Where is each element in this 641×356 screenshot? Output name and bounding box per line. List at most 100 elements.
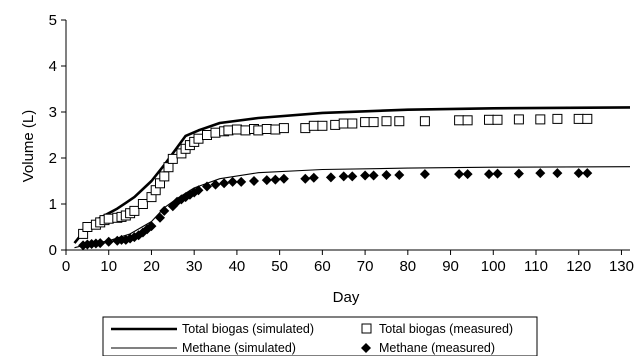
- data-point-methane-measured: [155, 212, 165, 223]
- data-point-methane-measured: [308, 172, 319, 183]
- data-point-methane-measured: [219, 178, 230, 189]
- data-point-methane-measured: [236, 176, 247, 187]
- data-point-total-biogas-measured: [394, 116, 405, 127]
- legend-marker-total-biogas-measured: [361, 323, 372, 334]
- data-point-total-biogas-measured: [300, 123, 311, 134]
- data-point-total-biogas-measured: [308, 120, 319, 131]
- data-point-methane-measured: [347, 171, 358, 182]
- data-point-methane-measured: [146, 221, 157, 232]
- axes: [65, 20, 630, 251]
- series-line-total-biogas-simulated: [73, 106, 631, 244]
- x-tick-label: 90: [442, 258, 459, 275]
- data-point-total-biogas-measured: [330, 119, 341, 130]
- data-point-methane-measured: [582, 168, 593, 179]
- data-point-total-biogas-measured: [582, 113, 593, 124]
- legend: Total biogas (simulated) Total biogas (m…: [102, 316, 538, 356]
- data-point-methane-measured: [278, 173, 289, 184]
- data-point-methane-measured: [210, 179, 221, 190]
- data-point-total-biogas-measured: [360, 117, 371, 128]
- data-point-methane-measured: [103, 236, 114, 247]
- data-point-total-biogas-measured: [202, 130, 212, 140]
- y-tick-label: 2: [49, 150, 57, 167]
- x-tick-label: 50: [271, 258, 288, 275]
- y-tick-label: 3: [49, 104, 57, 121]
- data-point-total-biogas-measured: [231, 124, 242, 135]
- data-point-methane-measured: [159, 205, 170, 216]
- x-axis-ticks: 0 10 20 30 40 50 60 70 80 90 100 110 120 130: [62, 250, 634, 275]
- data-point-total-biogas-measured: [419, 116, 430, 127]
- data-point-methane-measured: [552, 168, 563, 179]
- y-tick-label: 0: [49, 242, 57, 259]
- legend-label-methane-measured: Methane (measured): [379, 341, 495, 355]
- y-axis-ticks: 0 1 2 3 4 5: [49, 12, 66, 259]
- legend-label-total-biogas-simulated: Total biogas (simulated): [182, 322, 314, 336]
- data-point-total-biogas-measured: [103, 213, 114, 224]
- plot-area: [73, 106, 631, 251]
- data-point-total-biogas-measured: [368, 117, 379, 128]
- series-total-biogas-simulated: [73, 106, 631, 244]
- data-point-methane-measured: [454, 169, 465, 180]
- data-point-total-biogas-measured: [210, 127, 221, 138]
- x-tick-label: 40: [229, 258, 246, 275]
- data-point-methane-measured: [381, 170, 392, 181]
- data-point-total-biogas-measured: [261, 124, 272, 134]
- legend-marker-methane-measured: [361, 343, 371, 353]
- data-point-total-biogas-measured: [129, 205, 140, 216]
- data-point-methane-measured: [325, 172, 336, 183]
- data-point-total-biogas-measured: [492, 114, 503, 125]
- x-tick-label: 30: [186, 258, 203, 275]
- y-axis-title: Volume (L): [20, 110, 37, 183]
- series-methane-measured: [78, 168, 593, 251]
- data-point-total-biogas-measured: [347, 118, 358, 129]
- data-point-methane-measured: [338, 171, 349, 182]
- data-point-methane-measured: [193, 185, 204, 196]
- legend-label-methane-simulated: Methane (simulated): [182, 341, 296, 355]
- x-tick-label: 60: [314, 258, 331, 275]
- legend-box: [102, 316, 538, 356]
- data-point-total-biogas-measured: [381, 116, 392, 127]
- data-point-total-biogas-measured: [240, 125, 251, 136]
- data-point-total-biogas-measured: [513, 114, 524, 125]
- data-point-total-biogas-measured: [535, 114, 546, 125]
- x-tick-label: 110: [524, 258, 548, 275]
- data-point-methane-measured: [249, 176, 259, 186]
- x-axis-title: Day: [333, 289, 360, 306]
- y-tick-label: 1: [49, 196, 57, 213]
- data-point-methane-measured: [360, 170, 371, 181]
- data-point-total-biogas-measured: [193, 133, 204, 144]
- data-point-total-biogas-measured: [484, 114, 494, 125]
- series-total-biogas-measured: [78, 113, 593, 239]
- data-point-methane-measured: [513, 168, 524, 179]
- x-tick-label: 70: [357, 258, 374, 275]
- data-point-methane-measured: [261, 175, 272, 186]
- data-point-total-biogas-measured: [223, 125, 234, 136]
- data-point-methane-measured: [300, 173, 311, 184]
- data-point-methane-measured: [368, 170, 379, 181]
- data-point-methane-measured: [394, 170, 405, 181]
- legend-label-total-biogas-measured: Total biogas (measured): [379, 322, 513, 336]
- data-point-total-biogas-measured: [462, 115, 473, 126]
- x-tick-label: 100: [481, 258, 506, 275]
- data-point-total-biogas-measured: [82, 222, 93, 232]
- x-tick-label: 10: [100, 258, 117, 275]
- data-point-total-biogas-measured: [278, 123, 289, 134]
- data-point-total-biogas-measured: [552, 113, 563, 124]
- data-point-methane-measured: [573, 168, 584, 179]
- data-point-methane-measured: [484, 169, 494, 180]
- data-point-total-biogas-measured: [317, 120, 328, 131]
- data-point-methane-measured: [492, 168, 503, 179]
- x-tick-label: 20: [143, 258, 160, 275]
- data-point-methane-measured: [227, 176, 238, 187]
- data-point-total-biogas-measured: [163, 162, 174, 173]
- data-point-total-biogas-measured: [270, 124, 281, 135]
- data-point-methane-measured: [535, 168, 546, 179]
- data-point-total-biogas-measured: [573, 113, 584, 124]
- data-point-methane-measured: [270, 174, 281, 185]
- data-point-total-biogas-measured: [167, 153, 178, 164]
- data-point-total-biogas-measured: [253, 125, 264, 136]
- data-point-total-biogas-measured: [137, 199, 148, 209]
- data-point-methane-measured: [462, 169, 473, 180]
- data-point-total-biogas-measured: [159, 171, 170, 182]
- y-tick-label: 5: [49, 12, 57, 29]
